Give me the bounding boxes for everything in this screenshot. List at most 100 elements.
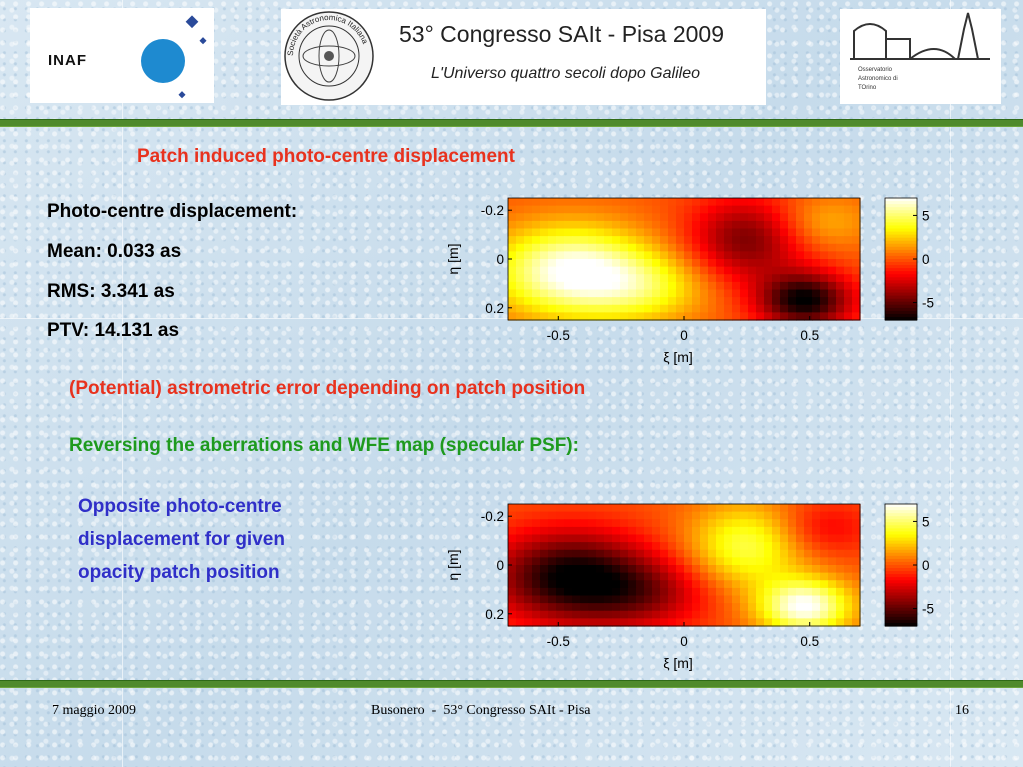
heatmap-cell [772, 526, 781, 536]
heatmap-cell [820, 228, 829, 237]
heatmap-cell [700, 289, 709, 298]
heatmap-cell [812, 243, 821, 252]
heatmap-cell [772, 565, 781, 574]
heatmap-cell [604, 580, 613, 589]
heatmap-cell [732, 580, 741, 589]
heatmap-cell [716, 228, 725, 237]
heatmap-cell [516, 281, 525, 291]
heatmap-cell [772, 198, 781, 207]
heatmap-cell [516, 213, 525, 222]
heatmap-cell [788, 243, 797, 252]
heatmap-cell [852, 243, 861, 252]
heatmap-cell [652, 565, 661, 574]
heatmap-cell [652, 198, 661, 207]
heatmap-cell [588, 266, 597, 275]
heatmap-cell [852, 572, 861, 581]
colorbar-cell [885, 607, 917, 612]
heatmap-cell [540, 557, 549, 566]
heatmap-cell [692, 618, 701, 627]
heatmap-cell [804, 618, 813, 627]
heatmap-cell [580, 618, 589, 627]
heatmap-cell [780, 289, 789, 298]
heatmap-cell [852, 304, 861, 313]
heatmap-cell [748, 213, 757, 222]
heatmap-cell [604, 274, 613, 283]
heatmap-cell [844, 511, 853, 520]
heatmap-cell [636, 312, 645, 321]
heatmap-cell [740, 534, 749, 543]
heatmap-cell [556, 281, 565, 291]
heatmap-cell [620, 595, 629, 604]
heatmap-cell [636, 610, 645, 619]
heatmap-cell [572, 297, 581, 306]
heatmap-cell [644, 312, 653, 321]
heatmap-cell [836, 266, 845, 275]
heatmap-cell [740, 618, 749, 627]
heatmap-cell [652, 526, 661, 536]
heatmap-cell [596, 304, 605, 313]
heatmap-cell [844, 205, 853, 214]
heatmap-cell [772, 595, 781, 604]
heatmap-cell [764, 542, 773, 551]
heatmap-cell [692, 289, 701, 298]
heatmap-cell [676, 205, 685, 214]
heatmap-cell [804, 511, 813, 520]
heatmap-cell [692, 213, 701, 222]
heatmap-cell [636, 618, 645, 627]
heatmap-cell [588, 610, 597, 619]
heatmap-cell [844, 281, 853, 291]
heatmap-cell [684, 572, 693, 581]
heatmap-cell [820, 572, 829, 581]
heatmap-cell [596, 266, 605, 275]
heatmap-cell [812, 587, 821, 597]
heatmap-cell [628, 220, 637, 230]
heatmap-cell [660, 213, 669, 222]
heatmap-cell [588, 198, 597, 207]
heatmap-cell [740, 526, 749, 536]
heatmap-cell [508, 534, 517, 543]
heatmap-cell [836, 534, 845, 543]
heatmap-cell [620, 243, 629, 252]
heatmap-cell [508, 251, 517, 260]
heatmap-cell [548, 526, 557, 536]
heatmap-cell [788, 289, 797, 298]
heatmap-cell [636, 603, 645, 612]
heatmap-cell [628, 236, 637, 245]
heatmap-cell [844, 312, 853, 321]
colorbar-cell [885, 216, 917, 220]
colorbar-cell [885, 534, 917, 539]
heatmap-cell [580, 565, 589, 574]
heatmap-cell [740, 266, 749, 275]
heatmap-cell [796, 557, 805, 566]
heatmap-cell [732, 236, 741, 245]
heatmap-cell [588, 526, 597, 536]
heatmap-cell [508, 220, 517, 230]
heatmap-cell [548, 266, 557, 275]
heatmap-cell [708, 504, 717, 513]
heatmap-cell [804, 565, 813, 574]
heatmap-cell [780, 228, 789, 237]
colorbar-cell [885, 619, 917, 624]
heatmap-cell [620, 259, 629, 268]
heatmap-cell [708, 205, 717, 214]
heatmap-cell [820, 281, 829, 291]
heatmap-cell [756, 557, 765, 566]
heatmap-cell [580, 580, 589, 589]
colorbar-cell [885, 510, 917, 514]
heatmap-cell [556, 549, 565, 558]
heatmap-cell [652, 266, 661, 275]
heatmap-cell [844, 549, 853, 558]
heatmap-cell [620, 557, 629, 566]
heatmap-cell [684, 289, 693, 298]
colorbar-cell [885, 234, 917, 239]
heatmap-cell [556, 610, 565, 619]
heatmap-cell [716, 534, 725, 543]
heatmap-cell [852, 228, 861, 237]
heatmap-cell [796, 281, 805, 291]
heatmap-cell [572, 557, 581, 566]
heatmap-cell [780, 281, 789, 291]
y-tick-label: -0.2 [481, 203, 504, 218]
heatmap-cell [628, 504, 637, 513]
heatmap-cell [556, 526, 565, 536]
heatmap-cell [572, 542, 581, 551]
